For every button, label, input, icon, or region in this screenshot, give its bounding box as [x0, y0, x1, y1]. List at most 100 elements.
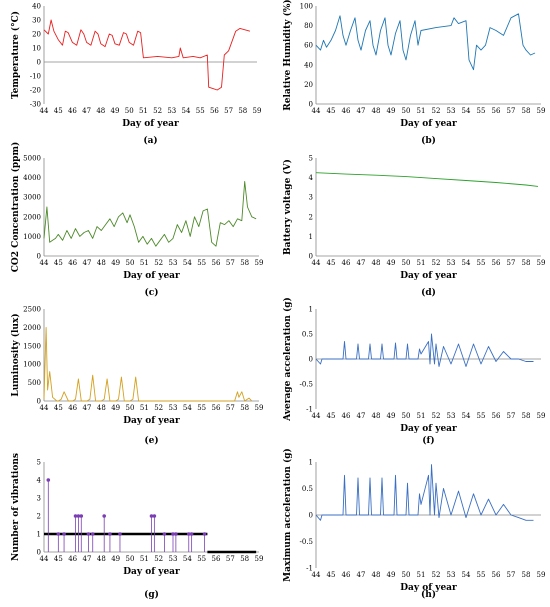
x-tick-label: 45 [54, 259, 63, 267]
panel-caption: (a) [143, 135, 157, 146]
x-tick-label: 44 [40, 555, 49, 563]
x-tick-label: 53 [169, 259, 178, 267]
data-point [86, 532, 91, 536]
x-tick-label: 54 [183, 555, 192, 563]
x-tick-label: 49 [387, 412, 396, 420]
y-tick-label: 0.5 [302, 485, 313, 493]
data-point [90, 532, 95, 536]
x-tick-label: 48 [97, 555, 106, 563]
panel-caption: (b) [421, 135, 436, 146]
x-tick-label: 48 [97, 259, 106, 267]
x-tick-label: 50 [402, 259, 411, 267]
x-tick-label: 56 [492, 412, 501, 420]
y-tick-label: 5 [309, 155, 313, 163]
x-tick-label: 58 [522, 107, 531, 115]
x-tick-label: 53 [447, 259, 456, 267]
x-tick-label: 57 [226, 404, 235, 412]
x-tick-label: 47 [82, 107, 91, 115]
chart-panel-8: 44 45 46 47 48 49 50 51 52 53 54 55 56 57 58 59 -1 -0.5 0 0… [282, 448, 545, 600]
x-tick-label: 53 [447, 571, 456, 579]
x-tick-label: 46 [68, 259, 77, 267]
x-tick-label: 53 [447, 412, 456, 420]
y-axis-label: Number of vibrations [11, 453, 21, 561]
y-tick-label: 0 [309, 356, 313, 364]
x-tick-label: 59 [253, 107, 262, 115]
x-tick-label: 45 [327, 107, 336, 115]
y-axis-label: Relative Humidity (%) [282, 0, 293, 111]
x-tick-label: 50 [126, 555, 135, 563]
data-series-line [43, 19, 251, 91]
x-tick-label: 54 [462, 412, 471, 420]
x-tick-label: 58 [240, 259, 249, 267]
data-point [118, 532, 122, 536]
data-series-line [315, 172, 539, 187]
x-tick-label: 51 [417, 412, 426, 420]
y-tick-label: 0 [37, 398, 41, 406]
data-series-line [315, 13, 536, 71]
data-series-line [43, 181, 257, 247]
panel-caption: (d) [421, 287, 436, 298]
x-tick-label: 56 [212, 259, 221, 267]
chart-panel-4: 44 45 46 47 48 49 50 51 52 53 54 55 56 57 58 59012345Da… [282, 155, 545, 299]
x-tick-label: 58 [522, 571, 531, 579]
x-tick-label: 55 [477, 259, 486, 267]
x-axis-label: Day of year [123, 567, 180, 577]
y-tick-label: 0 [37, 59, 41, 67]
y-axis-label: Maximum acceleration (g) [282, 448, 293, 582]
y-tick-label: 0 [309, 253, 313, 261]
x-tick-label: 55 [477, 571, 486, 579]
data-point [102, 514, 106, 518]
y-tick-label: 3000 [23, 194, 41, 202]
x-tick-label: 56 [492, 259, 501, 267]
y-tick-label: 4 [309, 174, 314, 182]
x-tick-label: 45 [327, 571, 336, 579]
x-tick-label: 52 [432, 571, 441, 579]
x-tick-label: 47 [357, 259, 366, 267]
x-tick-label: 52 [154, 404, 163, 412]
data-series-line [315, 464, 534, 521]
x-tick-label: 52 [432, 107, 441, 115]
y-tick-label: -10 [30, 73, 41, 81]
x-axis-label: Day of year [122, 119, 179, 129]
data-series-line [43, 326, 253, 402]
y-tick-label: 1000 [23, 233, 41, 241]
x-tick-label: 57 [507, 412, 516, 420]
x-tick-label: 46 [68, 404, 77, 412]
panel-caption: (f) [422, 435, 434, 446]
x-tick-label: 50 [125, 107, 134, 115]
x-tick-label: 53 [447, 107, 456, 115]
y-tick-label: -0.5 [300, 381, 314, 389]
x-tick-label: 51 [139, 107, 148, 115]
x-tick-label: 59 [255, 404, 264, 412]
x-axis-label: Day of year [400, 583, 457, 593]
data-series-line [315, 333, 534, 367]
x-tick-label: 54 [462, 107, 471, 115]
x-tick-label: 56 [212, 404, 221, 412]
x-tick-label: 59 [537, 571, 546, 579]
x-tick-label: 50 [126, 259, 135, 267]
chart-panel-7: 44 45 46 47 48 49 50 51 52 53 54 55 56 57 58 59012345Da… [11, 453, 263, 600]
x-tick-label: 45 [54, 404, 63, 412]
x-tick-label: 48 [97, 404, 106, 412]
x-tick-label: 56 [492, 571, 501, 579]
y-tick-label: 2000 [23, 324, 41, 332]
x-tick-label: 47 [357, 412, 366, 420]
x-tick-label: 48 [372, 107, 381, 115]
data-point [171, 532, 175, 536]
x-tick-label: 57 [224, 107, 233, 115]
x-tick-label: 52 [154, 259, 163, 267]
y-tick-label: 0 [37, 549, 41, 557]
x-tick-label: 58 [522, 259, 531, 267]
x-tick-label: 50 [402, 412, 411, 420]
x-tick-label: 47 [357, 571, 366, 579]
y-axis-label: Temperature (°C) [10, 11, 21, 99]
x-tick-label: 44 [312, 412, 321, 420]
x-tick-label: 48 [372, 259, 381, 267]
x-tick-label: 46 [342, 107, 351, 115]
y-tick-label: 0 [309, 101, 313, 109]
x-tick-label: 51 [140, 555, 149, 563]
y-tick-label: -20 [30, 87, 41, 95]
x-tick-label: 49 [111, 259, 120, 267]
x-tick-label: 48 [96, 107, 105, 115]
y-tick-label: -0.5 [300, 538, 314, 546]
